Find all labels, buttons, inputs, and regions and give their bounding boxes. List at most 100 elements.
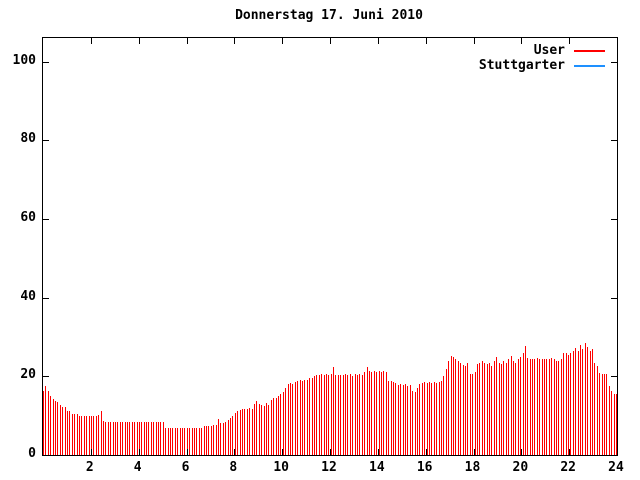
user-bar xyxy=(606,374,608,455)
user-bar xyxy=(467,362,469,455)
user-bar xyxy=(359,374,361,455)
user-bar xyxy=(340,375,342,455)
user-bar xyxy=(556,361,558,455)
user-bar xyxy=(520,356,522,455)
user-bar xyxy=(172,428,174,455)
user-bar xyxy=(263,405,265,455)
tick-mark xyxy=(234,449,236,455)
user-bar xyxy=(143,421,145,455)
user-bar xyxy=(256,401,258,455)
user-bar xyxy=(227,419,229,455)
user-bar xyxy=(596,365,598,455)
user-bar xyxy=(122,422,124,455)
x-tick-label: 14 xyxy=(369,460,385,475)
user-bar xyxy=(431,383,433,455)
tick-mark xyxy=(43,218,49,220)
user-bar xyxy=(426,383,428,455)
x-tick-label: 4 xyxy=(133,460,142,475)
user-bar xyxy=(261,405,263,455)
user-bar xyxy=(469,374,471,455)
tick-mark xyxy=(611,140,617,142)
user-bar xyxy=(440,381,442,455)
user-bar xyxy=(158,422,160,455)
user-bar xyxy=(436,383,438,455)
user-bar xyxy=(534,358,536,455)
user-bar xyxy=(234,413,236,455)
user-bar xyxy=(177,427,179,455)
user-bar xyxy=(249,407,251,455)
y-tick-label: 0 xyxy=(28,446,36,461)
user-bar xyxy=(325,374,327,455)
user-bar xyxy=(371,372,373,455)
user-bar xyxy=(206,425,208,455)
user-bar xyxy=(565,353,567,455)
user-bar xyxy=(126,421,128,455)
tick-mark xyxy=(473,449,475,455)
tick-mark xyxy=(425,449,427,455)
user-bar xyxy=(496,356,498,455)
user-bar xyxy=(369,370,371,455)
x-tick-label: 18 xyxy=(464,460,481,475)
y-tick-label: 100 xyxy=(12,52,36,68)
tick-mark xyxy=(90,38,92,44)
tick-mark xyxy=(611,297,617,299)
user-bar xyxy=(601,374,603,455)
user-bar xyxy=(357,375,359,455)
user-bar xyxy=(246,409,248,455)
user-bar xyxy=(318,375,320,455)
tick-mark xyxy=(617,38,618,44)
user-bar xyxy=(400,384,402,455)
user-bar xyxy=(417,388,418,455)
user-bar xyxy=(313,376,315,455)
user-bar xyxy=(57,402,59,455)
user-bar xyxy=(424,382,426,455)
user-bar xyxy=(541,359,543,455)
legend-label-stuttgarter: Stuttgarter xyxy=(478,58,565,73)
user-bar xyxy=(289,383,291,455)
user-bar xyxy=(174,427,176,455)
user-bar xyxy=(124,422,126,455)
user-bar xyxy=(110,421,112,455)
user-bar xyxy=(90,415,92,455)
user-bar xyxy=(292,384,294,455)
user-bar xyxy=(179,428,181,455)
user-bar xyxy=(472,374,474,455)
legend: User Stuttgarter xyxy=(479,44,605,72)
user-bar xyxy=(210,425,212,455)
user-bar xyxy=(381,372,383,455)
user-bar xyxy=(282,392,284,455)
tick-mark xyxy=(521,38,523,44)
user-bar xyxy=(376,371,378,455)
user-bar xyxy=(452,356,454,455)
tick-mark xyxy=(473,38,475,44)
user-bar xyxy=(251,409,253,455)
user-bar xyxy=(153,422,155,455)
user-bar xyxy=(445,368,447,455)
user-bar xyxy=(476,363,478,455)
user-bar xyxy=(568,354,570,455)
user-bar xyxy=(450,355,452,455)
y-tick-label: 20 xyxy=(20,367,36,383)
user-bar xyxy=(433,382,435,455)
user-bar xyxy=(517,358,519,455)
user-bar xyxy=(186,427,188,455)
user-bar xyxy=(134,422,136,455)
user-bar xyxy=(107,422,109,455)
tick-mark xyxy=(138,449,140,455)
legend-row-user: User xyxy=(534,44,605,57)
user-bar xyxy=(354,374,356,455)
user-bar xyxy=(306,379,308,455)
y-tick-label: 60 xyxy=(20,209,36,225)
tick-mark xyxy=(43,297,49,299)
user-bar xyxy=(330,374,332,455)
plot-area: User Stuttgarter xyxy=(42,37,618,456)
user-bar xyxy=(405,384,407,455)
tick-mark xyxy=(43,455,49,456)
user-bar xyxy=(62,407,64,455)
user-bar xyxy=(239,409,241,455)
x-tick-label: 8 xyxy=(229,460,238,475)
tick-mark xyxy=(611,61,617,63)
user-bar xyxy=(429,382,430,455)
user-bar xyxy=(191,427,193,455)
